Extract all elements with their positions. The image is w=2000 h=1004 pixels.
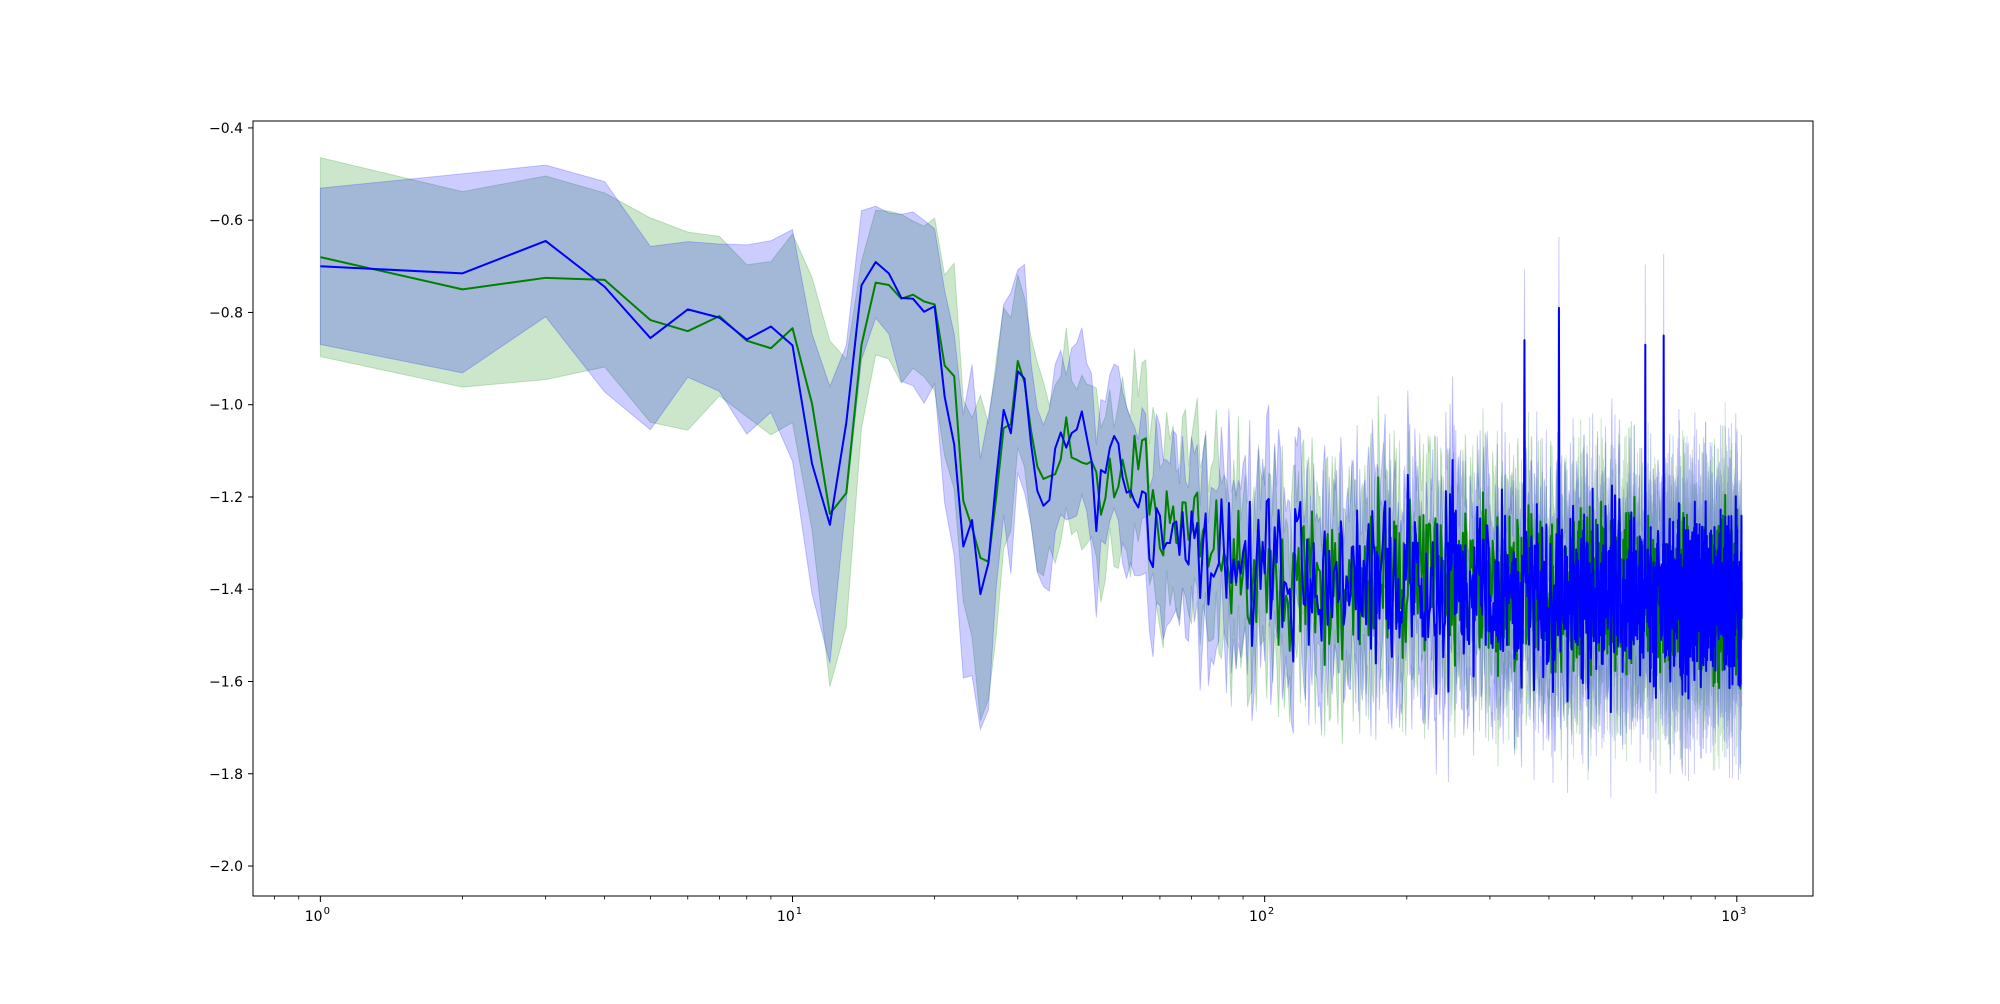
- x-tick-label: 101: [777, 906, 802, 925]
- confidence-bands: [319, 156, 1743, 799]
- y-tick-label: −1.6: [209, 674, 243, 690]
- y-tick-label: −1.4: [209, 582, 243, 598]
- y-tick-label: −1.2: [209, 490, 243, 506]
- x-tick-label: 102: [1249, 906, 1274, 925]
- y-tick-label: −2.0: [209, 859, 243, 875]
- y-tick-label: −0.6: [209, 213, 243, 229]
- y-tick-label: −1.8: [209, 767, 243, 783]
- y-tick-label: −0.8: [209, 305, 243, 321]
- x-axis: 100 101 102 103: [274, 896, 1746, 925]
- series-2-line: [320, 239, 1743, 714]
- x-tick-label: 103: [1721, 906, 1746, 925]
- y-tick-label: −1.0: [209, 398, 243, 414]
- y-tick-label: −0.4: [209, 121, 243, 137]
- y-axis: −0.4 −0.6 −0.8 −1.0 −1.2 −1.4 −1.6 −1.8 −2.0: [209, 121, 253, 875]
- x-tick-label: 100: [305, 906, 330, 925]
- plot-frame: [252, 120, 1814, 897]
- series-lines: [320, 239, 1743, 714]
